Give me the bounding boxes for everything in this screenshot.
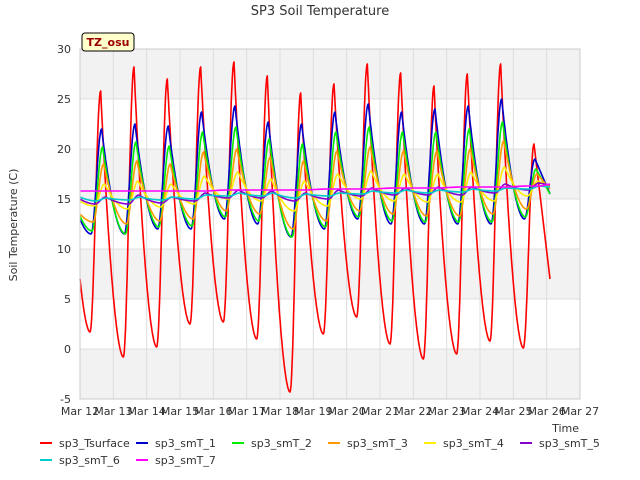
x-tick-label: Mar 18	[261, 405, 299, 418]
y-tick-label: -5	[60, 393, 71, 406]
series-lines	[79, 61, 551, 393]
y-axis-ticks: -5 0 5 10 15 20 25 30	[57, 43, 71, 406]
x-tick-label: Mar 23	[428, 405, 466, 418]
legend-item-sp3-smT-1: sp3_smT_1	[136, 437, 216, 450]
legend: sp3_Tsurface sp3_smT_1 sp3_smT_2 sp3_smT_3 s…	[40, 437, 600, 467]
legend-label: sp3_Tsurface	[59, 437, 130, 450]
timezone-badge: TZ_osu	[81, 32, 135, 52]
plot-area	[80, 49, 580, 399]
y-axis-label: Soil Temperature (C)	[7, 169, 20, 282]
x-tick-label: Mar 21	[361, 405, 399, 418]
legend-item-sp3-smT-4: sp3_smT_4	[424, 437, 504, 450]
y-tick-label: 0	[64, 343, 71, 356]
series-line-sp3-smT-6	[79, 185, 551, 202]
legend-item-sp3-smT-5: sp3_smT_5	[520, 437, 600, 450]
x-tick-label: Mar 27	[561, 405, 599, 418]
x-axis-label: Time	[551, 422, 579, 435]
grid-band	[80, 349, 580, 399]
x-tick-label: Mar 17	[228, 405, 266, 418]
y-tick-label: 5	[64, 293, 71, 306]
y-tick-label: 20	[57, 143, 71, 156]
y-tick-label: 25	[57, 93, 71, 106]
legend-label: sp3_smT_1	[155, 437, 216, 450]
series-line-sp3-smT-7	[79, 183, 551, 192]
legend-item-sp3-smT-2: sp3_smT_2	[232, 437, 312, 450]
legend-label: sp3_smT_7	[155, 454, 216, 467]
x-tick-label: Mar 13	[94, 405, 132, 418]
chart-title: SP3 Soil Temperature	[251, 4, 389, 19]
badge-text: TZ_osu	[87, 36, 130, 49]
grid-band	[80, 249, 580, 299]
x-tick-label: Mar 20	[328, 405, 366, 418]
y-tick-label: 15	[57, 193, 71, 206]
x-tick-label: Mar 26	[528, 405, 566, 418]
x-tick-label: Mar 19	[294, 405, 332, 418]
legend-label: sp3_smT_3	[347, 437, 408, 450]
x-tick-label: Mar 15	[161, 405, 199, 418]
legend-label: sp3_smT_6	[59, 454, 120, 467]
grid-band	[80, 49, 580, 99]
legend-label: sp3_smT_4	[443, 437, 504, 450]
legend-item-sp3-smT-7: sp3_smT_7	[136, 454, 216, 467]
y-tick-label: 30	[57, 43, 71, 56]
x-tick-label: Mar 14	[128, 405, 166, 418]
x-tick-label: Mar 22	[394, 405, 432, 418]
plot-frame	[79, 48, 581, 400]
x-tick-label: Mar 12	[61, 405, 99, 418]
legend-item-sp3-smT-3: sp3_smT_3	[328, 437, 408, 450]
badge-box	[81, 32, 135, 52]
x-tick-label: Mar 25	[494, 405, 532, 418]
legend-label: sp3_smT_2	[251, 437, 312, 450]
legend-label: sp3_smT_5	[539, 437, 600, 450]
legend-item-sp3-Tsurface: sp3_Tsurface	[40, 437, 130, 450]
x-tick-label: Mar 24	[461, 405, 499, 418]
legend-item-sp3-smT-6: sp3_smT_6	[40, 454, 120, 467]
y-tick-label: 10	[57, 243, 71, 256]
x-tick-label: Mar 16	[194, 405, 232, 418]
